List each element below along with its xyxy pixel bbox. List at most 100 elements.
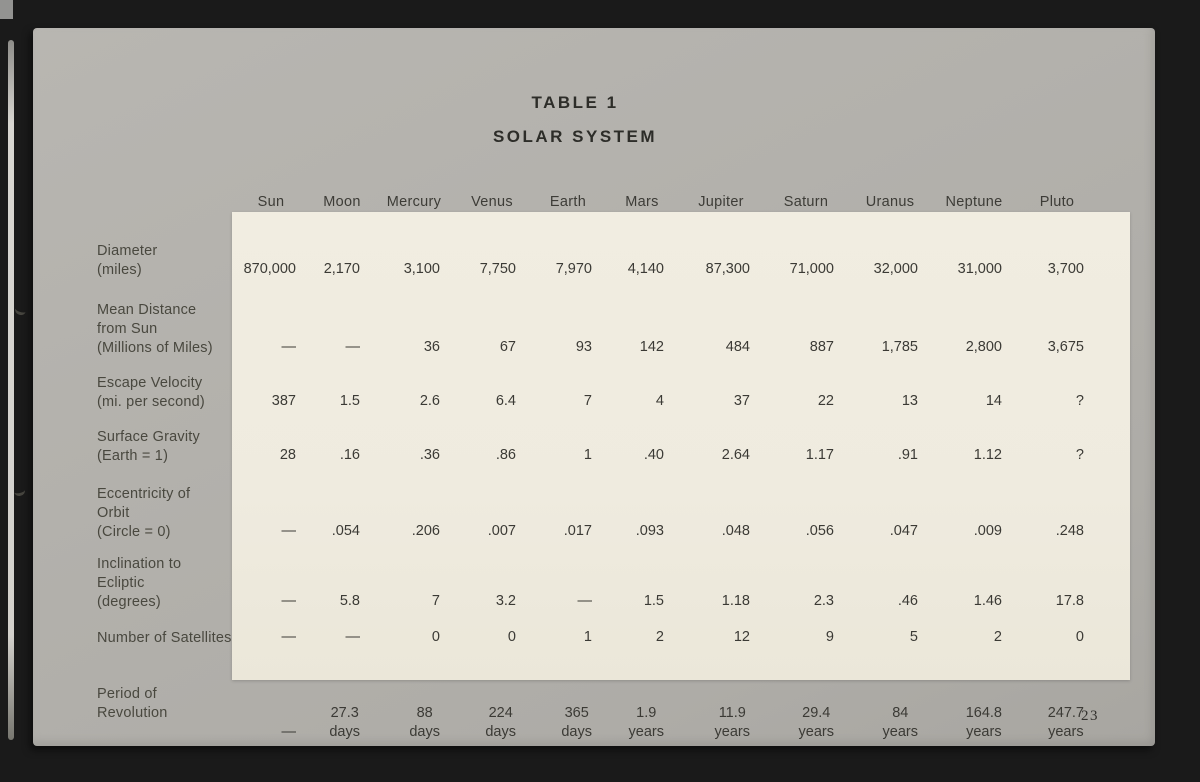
cell: 1.12 [973, 447, 1002, 463]
page-number: 23 [1081, 708, 1099, 724]
row-label-line: Surface Gravity [97, 429, 200, 445]
cell: 11.9 years [678, 653, 764, 748]
cell: 4 [655, 393, 664, 409]
cell-unit: years [798, 724, 834, 740]
cell: 22 [817, 393, 834, 409]
row-label-line: Inclination to [97, 556, 182, 572]
column-header: Pluto [1039, 194, 1075, 210]
table-title: TABLE 1 SOLAR SYSTEM [33, 94, 1117, 145]
row-label: Diameter (miles) [95, 221, 232, 285]
column-header: Moon [323, 194, 361, 210]
cell-value: 1.9 [636, 705, 657, 721]
cell: .056 [805, 523, 834, 539]
cell: 5.8 [339, 593, 360, 609]
table-row: Inclination to Ecliptic (degrees) — 5.8 7 3.2 —… [95, 547, 1098, 617]
cell-value-with-unit: 224 days [485, 704, 516, 742]
cell: — [345, 339, 361, 355]
cell: 387 [271, 393, 296, 409]
cell: 3,100 [403, 261, 440, 277]
cell: 0 [507, 629, 516, 645]
cell: .91 [897, 447, 918, 463]
row-label-line: from Sun [97, 321, 158, 337]
cell: 36 [423, 339, 440, 355]
cell-value: 27.3 [330, 705, 359, 721]
row-label-line: (mi. per second) [97, 394, 205, 410]
cell-value-with-unit: 247.7 years [1048, 704, 1084, 742]
cell: — [577, 593, 593, 609]
cell: 9 [825, 629, 834, 645]
cell-unit: days [329, 724, 360, 740]
cell: 67 [499, 339, 516, 355]
cell: 6.4 [495, 393, 516, 409]
row-label-line: Mean Distance [97, 302, 197, 318]
cell: 3.2 [495, 593, 516, 609]
column-header: Sun [257, 194, 285, 210]
cell: 84 years [848, 653, 932, 748]
column-header: Mars [625, 194, 659, 210]
cell: 87,300 [705, 261, 750, 277]
binding-stitch [13, 303, 28, 317]
cell-value: — [281, 724, 297, 740]
cell: 0 [1075, 629, 1084, 645]
table-row: Period of Revolution — 27.3 days 88 days 224 day… [95, 653, 1098, 748]
cell: 2.3 [813, 593, 834, 609]
cell-value: 84 [892, 705, 909, 721]
cell-unit: years [628, 724, 664, 740]
solar-system-table: Sun Moon Mercury Venus Earth Mars Jupiter Satur… [95, 182, 1098, 748]
cell: 2.64 [721, 447, 750, 463]
cell-value-with-unit: 29.4 years [799, 704, 834, 742]
cell: 1.46 [973, 593, 1002, 609]
row-label: Surface Gravity (Earth = 1) [95, 417, 232, 471]
column-header: Neptune [945, 194, 1003, 210]
cell: 0 [431, 629, 440, 645]
cell: 887 [809, 339, 834, 355]
cell: — [281, 629, 297, 645]
row-label-line: Period of [97, 686, 157, 702]
cell: 29.4 years [764, 653, 848, 748]
cell: — [281, 523, 297, 539]
row-label: Eccentricity of Orbit (Circle = 0) [95, 471, 232, 547]
row-label-line: Eccentricity of [97, 486, 191, 502]
cell: 7,970 [555, 261, 592, 277]
table-row: Eccentricity of Orbit (Circle = 0) — .054 .20… [95, 471, 1098, 547]
cell-unit: days [485, 724, 516, 740]
cell: ? [1075, 393, 1084, 409]
cell: .16 [339, 447, 360, 463]
cell: — [345, 629, 361, 645]
column-header-row: Sun Moon Mercury Venus Earth Mars Jupiter Satur… [95, 182, 1098, 221]
cell: 93 [575, 339, 592, 355]
row-label-line: Ecliptic [97, 575, 145, 591]
table-row: Escape Velocity (mi. per second) 387 1.5 2.6… [95, 363, 1098, 417]
cell: .86 [495, 447, 516, 463]
cell: .054 [331, 523, 360, 539]
cell: 37 [733, 393, 750, 409]
cell-value: 247.7 [1047, 705, 1084, 721]
cell: .048 [721, 523, 750, 539]
cell: .009 [973, 523, 1002, 539]
table-row: Number of Satellites — —0 0 1 2 12 9 5 2 0 [95, 617, 1098, 653]
row-label: Inclination to Ecliptic (degrees) [95, 547, 232, 617]
cell: 71,000 [789, 261, 834, 277]
row-label-header [95, 182, 232, 221]
cell-unit: days [409, 724, 440, 740]
cell: .093 [635, 523, 664, 539]
cell: 1 [583, 447, 592, 463]
row-label-line: (miles) [97, 262, 142, 278]
column-header: Uranus [865, 194, 915, 210]
column-header: Earth [549, 194, 587, 210]
column-header: Venus [471, 194, 513, 210]
cell: 2 [655, 629, 664, 645]
cell: 3,675 [1047, 339, 1084, 355]
column-header: Mercury [386, 194, 442, 210]
cell: 5 [909, 629, 918, 645]
cell-value: 164.8 [965, 705, 1002, 721]
cell: 7,750 [479, 261, 516, 277]
cell: 164.8 years [932, 653, 1016, 748]
row-label-line: Orbit [97, 505, 130, 521]
cell: 1.17 [805, 447, 834, 463]
cell: 88 days [374, 653, 454, 748]
cell-unit: years [714, 724, 750, 740]
binding-stitch [13, 484, 26, 498]
cell-value-with-unit: 88 days [409, 704, 440, 742]
